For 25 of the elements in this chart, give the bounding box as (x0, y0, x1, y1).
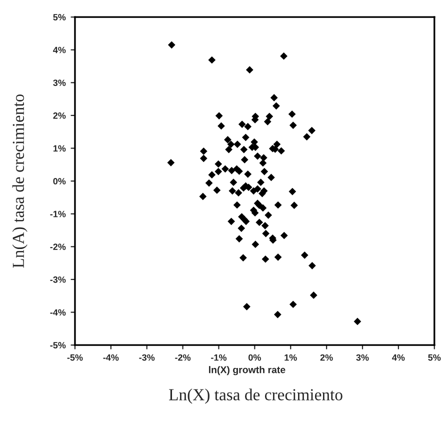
x-tick-label: -5% (67, 354, 83, 361)
text: ln(X) growth rate (209, 366, 286, 376)
y-tick-label: 4% (53, 46, 66, 54)
x-tick-label: 2% (320, 354, 333, 361)
y-tick-label: 5% (53, 14, 66, 20)
y-tick-label: 3% (53, 80, 66, 86)
y-axis-title: Ln(A) tasa de crecimiento (12, 94, 28, 268)
x-tick-label: 4% (392, 354, 405, 361)
y-tick-label: 0% (53, 178, 66, 184)
y-tick-label: -4% (50, 309, 66, 316)
x-tick-label: -4% (103, 354, 119, 361)
x-tick-label: 0% (248, 354, 261, 361)
x-tick-label: -1% (211, 354, 227, 361)
y-tick-label: -2% (50, 244, 66, 250)
y-tick-label: -1% (50, 210, 66, 218)
y-tick-label: 1% (53, 145, 66, 152)
x-tick-label: -2% (175, 354, 191, 361)
y-tick-label: -3% (50, 276, 66, 283)
y-tick-label: 2% (53, 112, 66, 119)
x-tick-label: 5% (428, 354, 441, 361)
y-tick-label: -5% (50, 342, 66, 348)
x-tick-label: 1% (284, 354, 297, 361)
x-tick-label: -3% (139, 354, 155, 361)
x-axis-title: Ln(X) tasa de crecimiento (169, 388, 342, 404)
x-tick-label: 3% (356, 354, 369, 361)
